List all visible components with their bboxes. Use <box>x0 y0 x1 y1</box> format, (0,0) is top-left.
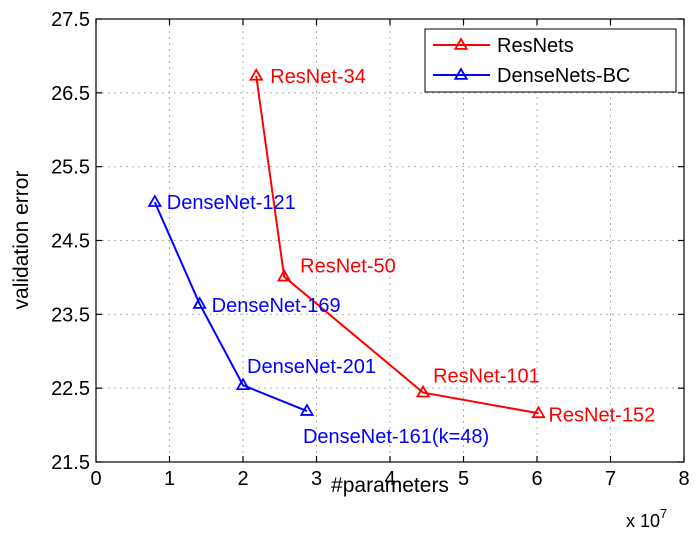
data-point-label: ResNet-101 <box>433 366 540 388</box>
x-axis-label: #parameters <box>331 474 449 497</box>
series: ResNet-34 ResNet-50 ResNet-101 ResNet-152 De… <box>147 66 655 448</box>
x-multiplier-base: x 10 <box>626 511 660 531</box>
x-tick-label: 4 <box>384 468 395 490</box>
legend-box <box>424 28 677 93</box>
data-point-densenets-bc <box>299 403 315 416</box>
data-point-label: ResNet-50 <box>300 256 396 278</box>
data-point-densenets-bc <box>147 194 163 207</box>
y-tick-label: 23.5 <box>51 304 90 326</box>
data-point-label: DenseNet-121 <box>167 192 296 214</box>
axis-ticks: 0 1 2 3 4 5 6 7 8 21.5 22.5 23.5 24.5 25.5 26.5 27.5 <box>51 9 690 490</box>
data-point-resnets <box>531 405 546 419</box>
data-point-label: DenseNet-169 <box>212 295 341 317</box>
data-point-resnets <box>415 384 431 398</box>
data-point-label: ResNet-152 <box>548 404 655 426</box>
x-tick-label: 1 <box>164 468 175 490</box>
y-tick-label: 24.5 <box>51 231 90 253</box>
y-tick-label: 27.5 <box>51 9 90 31</box>
series-line-resnets <box>255 75 539 415</box>
y-axis-label: validation error <box>10 171 33 310</box>
x-tick-label: 6 <box>531 468 542 490</box>
data-point-densenets-bc <box>192 296 207 309</box>
legend-entry-densenets: DenseNets-BC <box>497 65 630 87</box>
x-tick-label: 0 <box>90 468 101 490</box>
x-multiplier-label: x 107 <box>626 506 667 531</box>
x-tick-label: 3 <box>311 468 322 490</box>
data-point-resnets <box>276 268 292 282</box>
y-tick-label: 25.5 <box>51 157 90 179</box>
legend: ResNets DenseNets-BC <box>424 28 677 93</box>
data-point-label: DenseNet-161(k=48) <box>303 426 489 448</box>
y-tick-label: 21.5 <box>51 452 90 474</box>
legend-marker-resnets <box>453 37 469 50</box>
x-tick-label: 2 <box>237 468 248 490</box>
legend-marker-densenets <box>453 67 469 80</box>
data-point-resnets <box>248 68 264 81</box>
x-tick-label: 8 <box>678 468 689 490</box>
x-tick-label: 7 <box>605 468 616 490</box>
series-line-densenets-bc <box>153 201 308 412</box>
data-point-label: DenseNet-201 <box>247 356 376 378</box>
legend-entry-resnets: ResNets <box>497 35 574 57</box>
data-point-label: ResNet-34 <box>270 66 366 88</box>
x-multiplier-exponent: 7 <box>660 506 667 521</box>
y-tick-label: 22.5 <box>51 378 90 400</box>
data-point-densenets-bc <box>235 377 251 391</box>
y-tick-label: 26.5 <box>51 83 90 105</box>
grid <box>96 19 684 462</box>
x-tick-label: 5 <box>458 468 469 490</box>
